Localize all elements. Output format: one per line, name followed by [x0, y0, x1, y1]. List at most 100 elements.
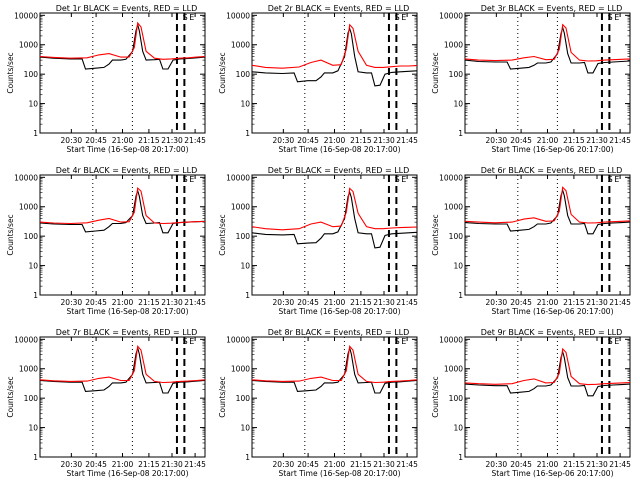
x-tick-label: 21:45 [184, 136, 206, 145]
y-tick-label: 10 [240, 424, 250, 433]
x-tick-label: 20:30 [273, 460, 295, 469]
end-marker-label: E [401, 337, 406, 346]
end-marker-label: E [401, 13, 406, 22]
start-marker-label: S [608, 175, 613, 184]
x-tick-label: 21:45 [609, 136, 631, 145]
end-marker-label: E [189, 13, 194, 22]
x-tick-label: 21:15 [350, 460, 372, 469]
y-tick-label: 10 [453, 100, 463, 109]
y-axis-label: Counts/sec [6, 52, 15, 93]
start-marker-label: S [183, 13, 188, 22]
x-tick-label: 21:15 [563, 136, 585, 145]
start-marker-label: S [395, 337, 400, 346]
x-tick-label: 21:45 [396, 298, 418, 307]
panel-title: Det 9r BLACK = Events, RED = LLD [481, 328, 623, 337]
x-axis-label: Start Time (16-Sep-06 20:17:00) [492, 469, 614, 478]
x-tick-label: 21:00 [112, 136, 134, 145]
lld-series-line [464, 23, 631, 62]
x-tick-label: 21:00 [537, 460, 559, 469]
panel-title: Det 2r BLACK = Events, RED = LLD [268, 4, 410, 13]
panel-title: Det 3r BLACK = Events, RED = LLD [481, 4, 623, 13]
y-tick-label: 10000 [226, 173, 250, 182]
x-tick-label: 21:30 [586, 298, 608, 307]
panel-det-9: 1 10 100 1000 10000 20:30 20:45 21:00 21:15 21:30… [431, 328, 631, 478]
x-tick-label: 20:30 [486, 136, 508, 145]
panel-det-6: 1 10 100 1000 10000 20:30 20:45 21:00 21:15 21:30… [431, 166, 631, 316]
x-tick-label: 21:00 [537, 298, 559, 307]
x-axis-label: Start Time (16-Sep-06 20:17:00) [492, 307, 614, 316]
start-marker-label: S [395, 13, 400, 22]
y-tick-label: 100 [236, 394, 251, 403]
panel-title: Det 4r BLACK = Events, RED = LLD [56, 166, 198, 175]
start-marker-label: S [608, 337, 613, 346]
y-tick-label: 1000 [19, 203, 38, 212]
y-tick-label: 1 [245, 129, 250, 138]
panel-title: Det 1r BLACK = Events, RED = LLD [56, 4, 198, 13]
lld-series-line [464, 347, 631, 386]
y-tick-label: 10000 [439, 173, 463, 182]
start-marker-label: S [183, 337, 188, 346]
panel-title: Det 7r BLACK = Events, RED = LLD [56, 328, 198, 337]
panel-det-5: 1 10 100 1000 10000 20:30 20:45 21:00 21:15 21:30… [218, 166, 418, 316]
y-tick-label: 10000 [14, 11, 38, 20]
panel-det-2: 1 10 100 1000 10000 20:30 20:45 21:00 21:15 21:30… [218, 4, 418, 154]
y-axis-label: Counts/sec [431, 214, 440, 255]
x-tick-label: 21:15 [563, 298, 585, 307]
x-tick-label: 21:30 [586, 136, 608, 145]
x-tick-label: 21:15 [138, 298, 160, 307]
x-tick-label: 21:00 [112, 298, 134, 307]
y-tick-label: 100 [449, 394, 464, 403]
end-marker-label: E [614, 13, 619, 22]
x-tick-label: 20:30 [486, 298, 508, 307]
x-tick-label: 21:45 [184, 298, 206, 307]
x-tick-label: 20:45 [85, 298, 107, 307]
x-tick-label: 21:15 [350, 298, 372, 307]
y-tick-label: 1000 [231, 41, 250, 50]
y-tick-label: 100 [24, 232, 39, 241]
x-axis-label: Start Time (16-Sep-08 20:17:00) [279, 307, 401, 316]
y-tick-label: 10000 [226, 335, 250, 344]
panel-title: Det 8r BLACK = Events, RED = LLD [268, 328, 410, 337]
y-tick-label: 1000 [19, 365, 38, 374]
y-tick-label: 10 [240, 262, 250, 271]
y-tick-label: 1 [458, 453, 463, 462]
x-tick-label: 21:45 [184, 460, 206, 469]
lld-series-line [251, 345, 418, 384]
x-tick-label: 20:30 [61, 136, 83, 145]
y-tick-label: 10000 [14, 335, 38, 344]
y-tick-label: 10000 [14, 173, 38, 182]
y-tick-label: 100 [449, 232, 464, 241]
y-tick-label: 100 [24, 70, 39, 79]
x-tick-label: 20:45 [297, 298, 319, 307]
x-tick-label: 21:45 [609, 460, 631, 469]
x-tick-label: 21:30 [161, 460, 183, 469]
start-marker-label: S [608, 13, 613, 22]
x-axis-label: Start Time (16-Sep-08 20:17:00) [67, 469, 189, 478]
y-tick-label: 10 [453, 424, 463, 433]
y-tick-label: 100 [236, 70, 251, 79]
y-tick-label: 10000 [439, 11, 463, 20]
y-tick-label: 10 [453, 262, 463, 271]
y-tick-label: 1 [33, 129, 38, 138]
x-tick-label: 21:30 [373, 298, 395, 307]
x-axis-label: Start Time (16-Sep-08 20:17:00) [279, 145, 401, 154]
lld-series-line [251, 187, 418, 231]
y-tick-label: 1000 [444, 203, 463, 212]
y-tick-label: 1000 [19, 41, 38, 50]
y-tick-label: 100 [236, 232, 251, 241]
x-tick-label: 21:30 [373, 136, 395, 145]
y-tick-label: 1000 [444, 365, 463, 374]
x-tick-label: 21:45 [609, 298, 631, 307]
y-tick-label: 10 [28, 100, 38, 109]
x-tick-label: 21:30 [373, 460, 395, 469]
y-axis-label: Counts/sec [6, 376, 15, 417]
end-marker-label: E [189, 175, 194, 184]
x-tick-label: 21:15 [563, 460, 585, 469]
panel-det-4: 1 10 100 1000 10000 20:30 20:45 21:00 21:15 21:30… [6, 166, 206, 316]
x-tick-label: 21:30 [161, 298, 183, 307]
y-tick-label: 10 [240, 100, 250, 109]
x-tick-label: 20:30 [273, 136, 295, 145]
y-axis-label: Counts/sec [218, 376, 227, 417]
